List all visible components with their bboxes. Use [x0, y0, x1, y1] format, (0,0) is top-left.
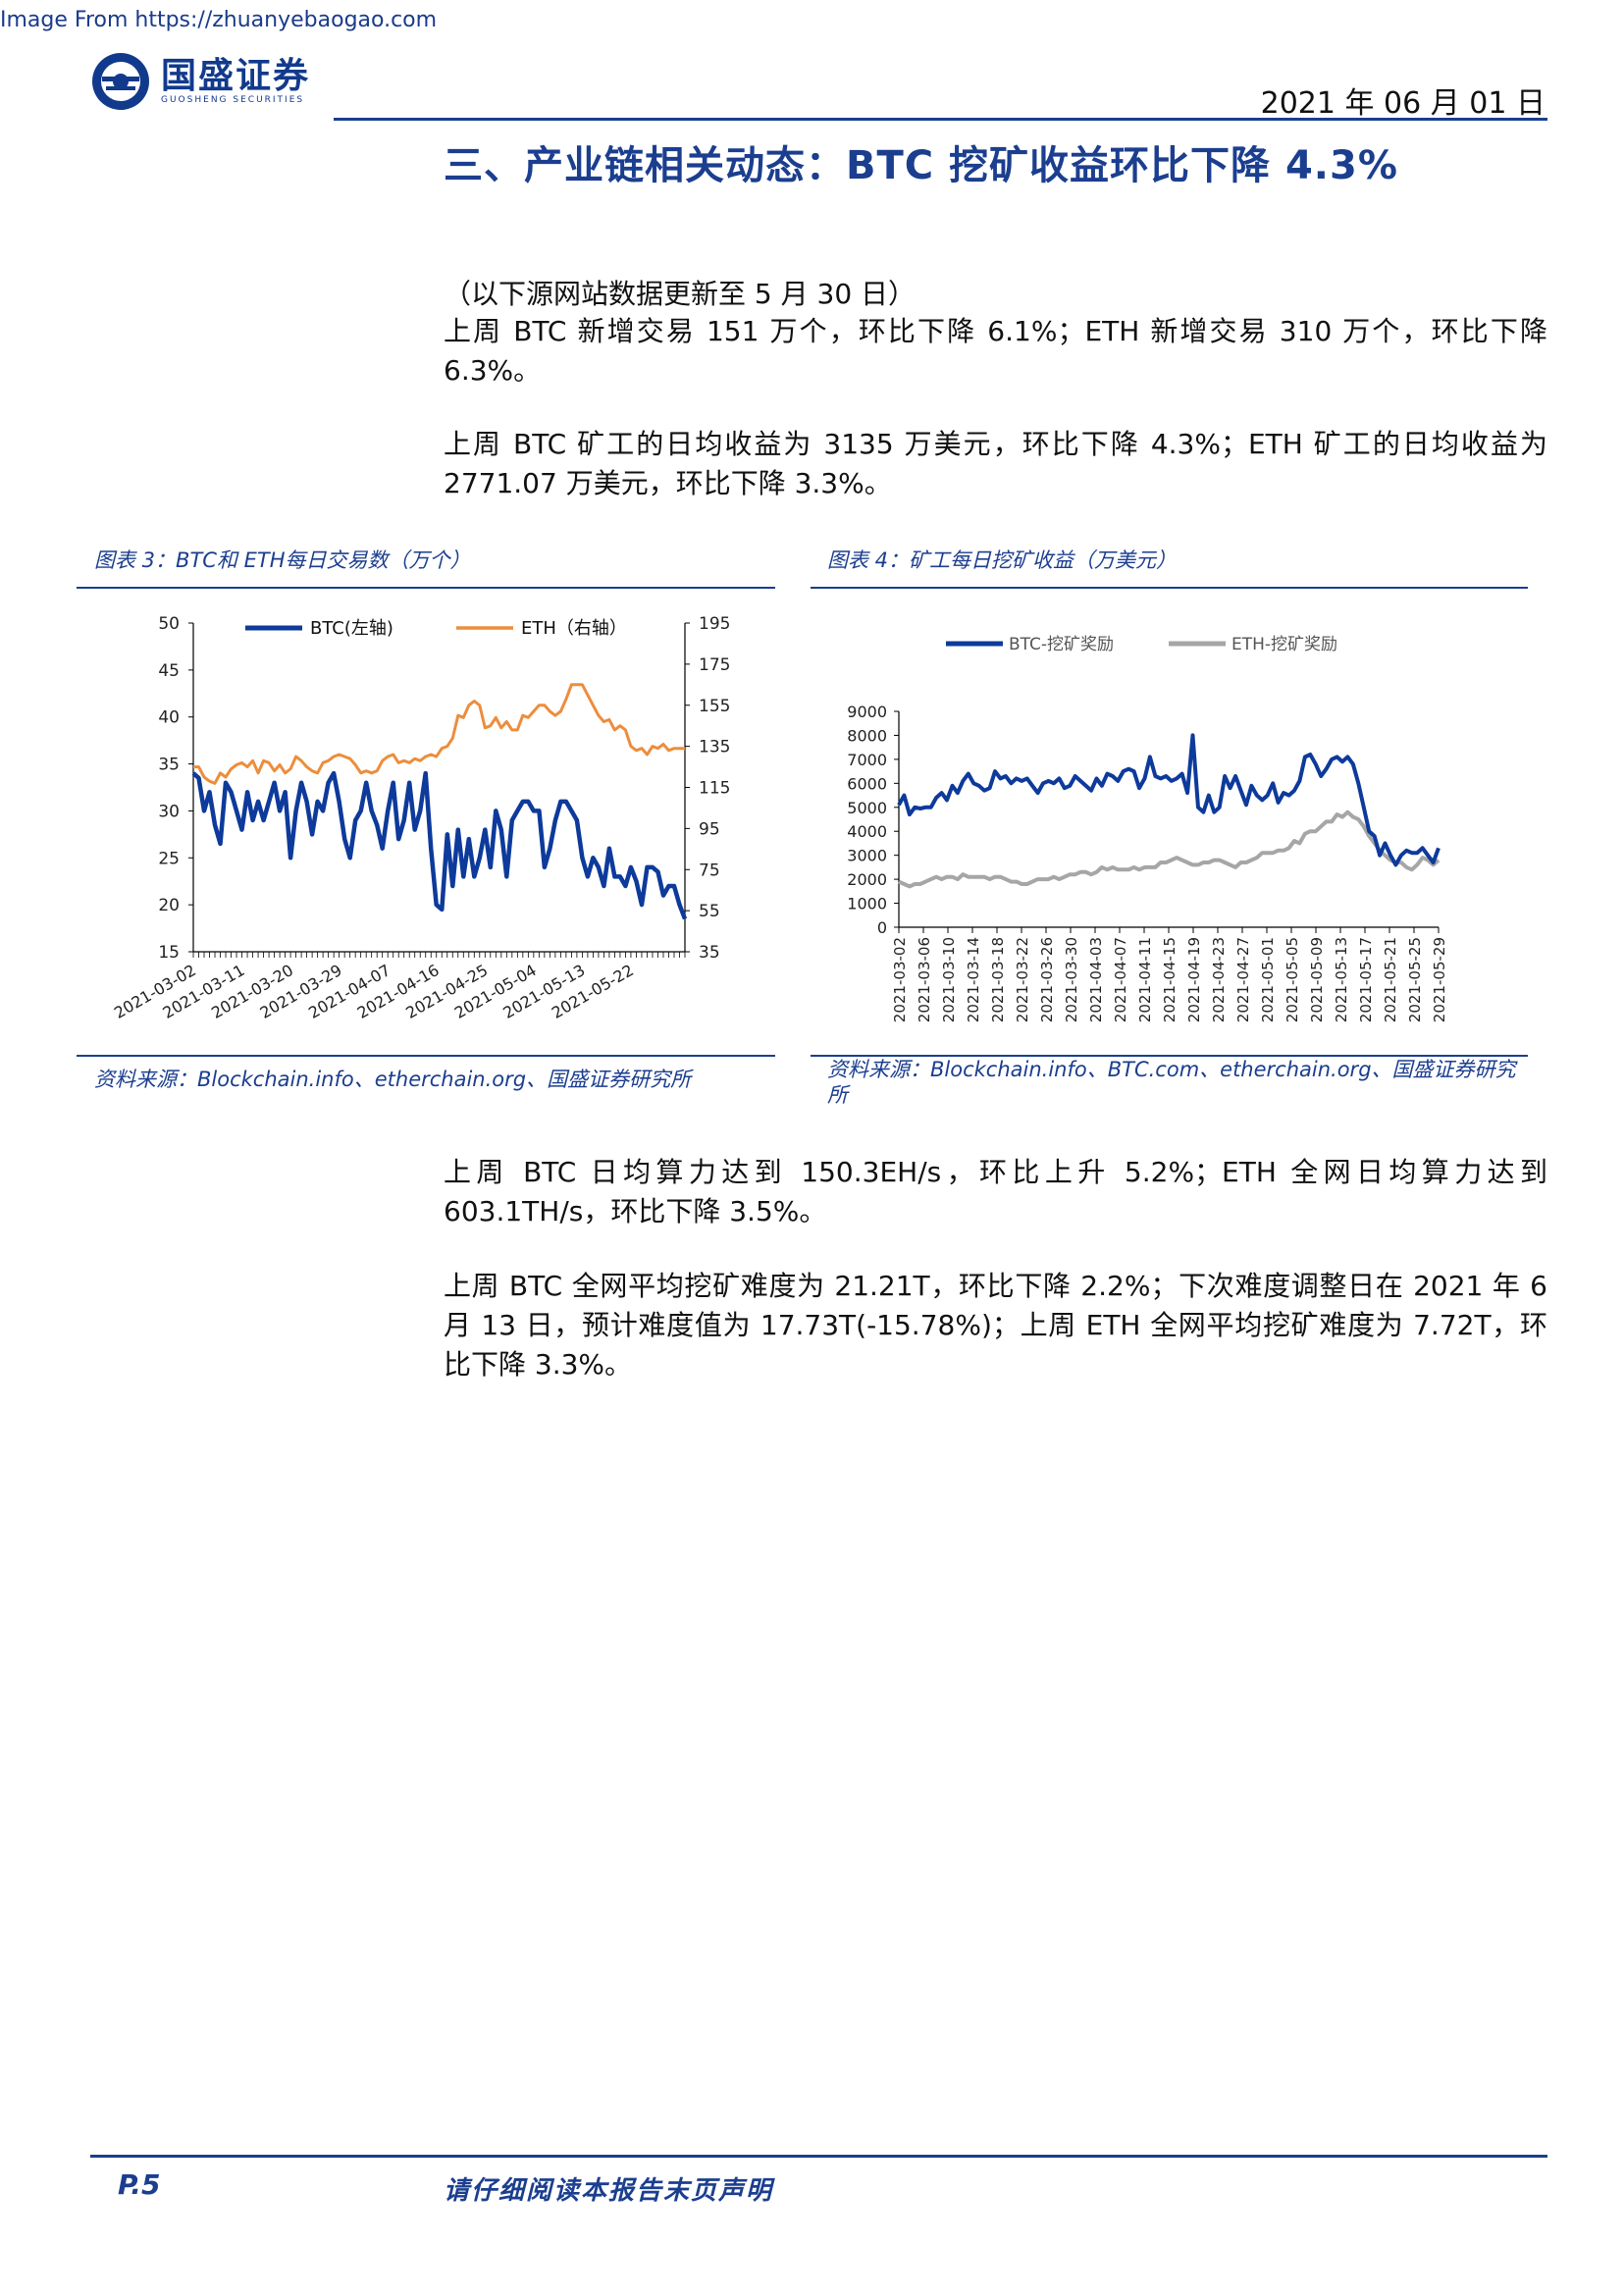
x-tick-label: 2021-04-27 — [1234, 937, 1252, 1022]
y-right-tick-label: 55 — [699, 902, 720, 921]
y-tick-label: 3000 — [847, 847, 887, 865]
x-tick-label: 2021-03-02 — [891, 937, 909, 1022]
x-tick-label: 2021-05-29 — [1431, 937, 1448, 1022]
y-left-tick-label: 20 — [158, 896, 180, 915]
x-tick-label: 2021-05-05 — [1283, 937, 1301, 1022]
x-tick-label: 2021-04-19 — [1185, 937, 1203, 1022]
section-title: 三、产业链相关动态：BTC 挖矿收益环比下降 4.3% — [444, 143, 1398, 188]
y-left-tick-label: 35 — [158, 756, 180, 775]
x-tick-label: 2021-05-09 — [1308, 937, 1326, 1022]
logo-name-en: GUOSHENG SECURITIES — [161, 95, 305, 105]
y-left-tick-label: 25 — [158, 849, 180, 868]
x-tick-label: 2021-03-06 — [916, 937, 933, 1022]
y-tick-label: 9000 — [847, 703, 887, 721]
legend-label: BTC-挖矿奖励 — [1009, 635, 1114, 654]
series-line-btc — [897, 733, 1441, 867]
y-tick-label: 5000 — [847, 799, 887, 817]
x-tick-label: 2021-05-17 — [1357, 937, 1375, 1022]
y-tick-label: 2000 — [847, 870, 887, 889]
x-tick-label: 2021-04-15 — [1161, 937, 1179, 1022]
x-tick-label: 2021-04-23 — [1210, 937, 1228, 1022]
series-line-eth — [898, 809, 1441, 889]
y-tick-label: 0 — [877, 918, 887, 937]
logo-emblem-icon — [92, 53, 149, 110]
figure4-top-rule — [811, 587, 1528, 589]
figure3-caption: 图表 3：BTC和 ETH每日交易数（万个） — [94, 548, 471, 572]
header-divider — [334, 118, 1547, 121]
x-tick-label: 2021-03-18 — [989, 937, 1007, 1022]
report-date: 2021 年 06 月 01 日 — [1260, 86, 1545, 121]
y-left-tick-label: 50 — [158, 614, 180, 634]
x-tick-label: 2021-03-14 — [965, 937, 982, 1022]
x-tick-label: 2021-04-07 — [1112, 937, 1129, 1022]
footer-divider — [90, 2155, 1547, 2158]
x-tick-label: 2021-05-21 — [1382, 937, 1399, 1022]
paragraph-data-note: （以下源网站数据更新至 5 月 30 日） — [444, 278, 917, 310]
source-watermark: Image From https://zhuanyebaogao.com — [0, 8, 438, 32]
legend-label: BTC(左轴) — [310, 618, 393, 639]
y-right-tick-label: 35 — [699, 943, 720, 963]
y-right-tick-label: 195 — [699, 614, 730, 634]
figure3-top-rule — [77, 587, 775, 589]
y-right-tick-label: 115 — [699, 779, 730, 799]
paragraph-transactions: 上周 BTC 新增交易 151 万个，环比下降 6.1%；ETH 新增交易 31… — [444, 315, 1547, 387]
x-tick-label: 2021-03-22 — [1014, 937, 1031, 1022]
company-logo: 国盛证券 GUOSHENG SECURITIES — [90, 51, 310, 112]
paragraph-difficulty: 上周 BTC 全网平均挖矿难度为 21.21T，环比下降 2.2%；下次难度调整… — [444, 1270, 1547, 1381]
figure4-caption: 图表 4：矿工每日挖矿收益（万美元） — [827, 548, 1178, 572]
page-number: P.5 — [118, 2168, 161, 2201]
x-tick-label: 2021-05-13 — [1333, 937, 1350, 1022]
y-right-tick-label: 75 — [699, 861, 720, 880]
y-left-tick-label: 15 — [158, 943, 180, 963]
y-left-tick-label: 30 — [158, 802, 180, 821]
figure3-source: 资料来源：Blockchain.info、etherchain.org、国盛证券… — [94, 1068, 692, 1091]
paragraph-hashrate: 上周 BTC 日均算力达到 150.3EH/s，环比上升 5.2%；ETH 全网… — [444, 1156, 1547, 1227]
y-left-tick-label: 40 — [158, 708, 180, 728]
footer-disclaimer: 请仔细阅读本报告末页声明 — [444, 2176, 774, 2206]
x-tick-label: 2021-05-25 — [1406, 937, 1424, 1022]
figure4-bottom-rule — [811, 1055, 1528, 1057]
y-right-tick-label: 135 — [699, 738, 730, 757]
y-tick-label: 7000 — [847, 751, 887, 769]
y-right-tick-label: 175 — [699, 655, 730, 675]
y-right-tick-label: 95 — [699, 819, 720, 839]
x-tick-label: 2021-03-30 — [1063, 937, 1080, 1022]
x-tick-label: 2021-04-03 — [1087, 937, 1105, 1022]
figure4-source: 资料来源：Blockchain.info、BTC.com、etherchain.… — [827, 1058, 1516, 1107]
figure3-chart: 1520253035404550355575951151351551751952… — [111, 614, 730, 1022]
series-line-eth — [193, 683, 685, 785]
paragraph-miner-revenue: 上周 BTC 矿工的日均收益为 3135 万美元，环比下降 4.3%；ETH 矿… — [444, 428, 1547, 499]
x-tick-label: 2021-05-01 — [1259, 937, 1277, 1022]
y-left-tick-label: 45 — [158, 661, 180, 681]
y-tick-label: 1000 — [847, 895, 887, 913]
y-tick-label: 6000 — [847, 774, 887, 793]
x-tick-label: 2021-04-11 — [1136, 937, 1154, 1022]
y-tick-label: 8000 — [847, 726, 887, 745]
legend-label: ETH-挖矿奖励 — [1231, 635, 1337, 654]
series-line-btc — [191, 770, 688, 920]
y-right-tick-label: 155 — [699, 697, 730, 716]
figure3-bottom-rule — [77, 1055, 775, 1057]
y-tick-label: 4000 — [847, 822, 887, 841]
figure4-chart: 0 1000 2000 3000 4000 5000 6000 7000 8000 9000 202… — [847, 635, 1448, 1022]
logo-name-cn: 国盛证券 — [161, 56, 311, 96]
x-tick-label: 2021-03-26 — [1038, 937, 1056, 1022]
x-tick-label: 2021-03-10 — [940, 937, 958, 1022]
legend-label: ETH（右轴） — [521, 618, 627, 639]
